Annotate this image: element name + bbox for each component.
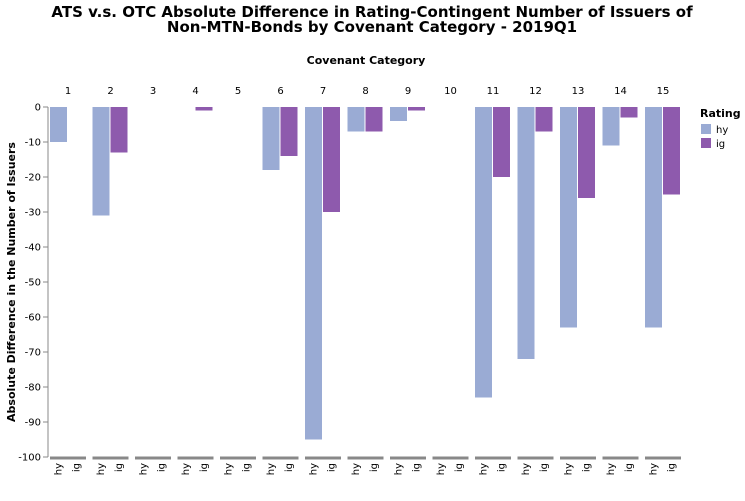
bar [50, 107, 67, 142]
facet-label: 9 [405, 86, 411, 97]
bar [280, 107, 298, 156]
y-axis-title: Absolute Difference in the Number of Iss… [5, 142, 18, 422]
y-tick-label: -70 [25, 348, 41, 359]
x-tick-label: hy [309, 463, 320, 475]
legend-swatch [701, 124, 711, 134]
x-tick-label: hy [394, 463, 405, 475]
bar [305, 107, 322, 440]
bar [92, 107, 110, 216]
bar [262, 107, 280, 170]
x-tick-label: ig [327, 463, 338, 472]
x-tick-label: hy [54, 463, 65, 475]
legend-label: ig [716, 139, 725, 150]
bar [578, 107, 595, 198]
legend-label: hy [716, 125, 728, 136]
facet-label: 14 [614, 86, 627, 97]
x-tick-label: ig [199, 463, 210, 472]
bar [535, 107, 553, 132]
y-tick-label: 0 [35, 103, 41, 114]
bar [323, 107, 340, 212]
legend-swatch [701, 138, 711, 148]
x-tick-label: ig [454, 463, 465, 472]
x-tick-label: ig [114, 463, 125, 472]
x-tick-label: hy [436, 463, 447, 475]
y-tick-label: -100 [18, 453, 41, 464]
x-tick-label: hy [266, 463, 277, 475]
facet-label: 4 [192, 86, 198, 97]
bar [493, 107, 510, 177]
bar [195, 107, 213, 111]
x-tick-label: ig [284, 463, 295, 472]
bar [663, 107, 680, 195]
x-tick-label: ig [157, 463, 168, 472]
x-tick-label: ig [369, 463, 380, 472]
bar [560, 107, 577, 328]
y-tick-label: -30 [25, 208, 41, 219]
y-tick-label: -10 [25, 138, 41, 149]
facet-label: 13 [572, 86, 585, 97]
bar [365, 107, 383, 132]
facet-label: 8 [362, 86, 368, 97]
x-tick-label: hy [606, 463, 617, 475]
x-tick-label: hy [521, 463, 532, 475]
facet-label: 11 [487, 86, 500, 97]
bar [390, 107, 407, 121]
bar [347, 107, 365, 132]
x-tick-label: ig [72, 463, 83, 472]
bar [408, 107, 425, 111]
x-tick-label: hy [351, 463, 362, 475]
x-tick-label: hy [139, 463, 150, 475]
y-tick-label: -50 [25, 278, 41, 289]
y-tick-label: -40 [25, 243, 41, 254]
x-tick-label: ig [624, 463, 635, 472]
y-tick-label: -90 [25, 418, 41, 429]
x-tick-label: ig [539, 463, 550, 472]
facet-label: 15 [657, 86, 670, 97]
x-tick-label: hy [181, 463, 192, 475]
bar [602, 107, 620, 146]
facet-label: 7 [320, 86, 326, 97]
y-tick-label: -20 [25, 173, 41, 184]
facet-label: 2 [107, 86, 113, 97]
y-tick-label: -60 [25, 313, 41, 324]
legend-title: Rating [700, 107, 741, 120]
x-tick-label: ig [667, 463, 678, 472]
facet-label: 3 [150, 86, 156, 97]
facet-label: 5 [235, 86, 241, 97]
bar [645, 107, 662, 328]
bar [475, 107, 492, 398]
chart-title: Non-MTN-Bonds by Covenant Category - 201… [167, 18, 577, 36]
x-tick-label: ig [412, 463, 423, 472]
facet-label: 6 [277, 86, 283, 97]
x-tick-label: ig [242, 463, 253, 472]
bar [110, 107, 128, 153]
x-tick-label: hy [649, 463, 660, 475]
facet-label: 12 [529, 86, 542, 97]
bar [620, 107, 638, 118]
y-tick-label: -80 [25, 383, 41, 394]
facet-title: Covenant Category [307, 54, 426, 67]
bar [517, 107, 535, 359]
x-tick-label: ig [497, 463, 508, 472]
x-tick-label: hy [96, 463, 107, 475]
facet-label: 10 [444, 86, 457, 97]
chart-title: ATS v.s. OTC Absolute Difference in Rati… [51, 3, 693, 21]
x-tick-label: hy [479, 463, 490, 475]
facet-label: 1 [65, 86, 71, 97]
x-tick-label: ig [582, 463, 593, 472]
x-tick-label: hy [564, 463, 575, 475]
x-tick-label: hy [224, 463, 235, 475]
